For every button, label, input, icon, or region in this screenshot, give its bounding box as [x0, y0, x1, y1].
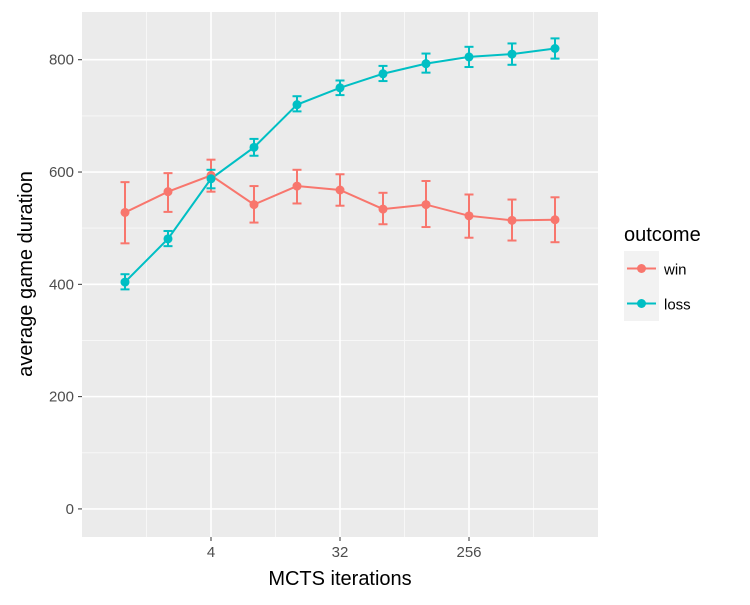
legend-title: outcome	[624, 224, 701, 246]
legend-key-point-win	[637, 264, 646, 273]
x-axis-title: MCTS iterations	[268, 568, 411, 590]
y-axis: 0 200 400 600 800	[49, 52, 82, 518]
data-point-win	[163, 187, 173, 197]
data-point-win	[335, 185, 345, 195]
data-point-loss	[464, 52, 474, 62]
data-point-win	[249, 200, 259, 210]
data-point-win	[378, 204, 388, 214]
data-point-win	[292, 181, 302, 191]
data-point-loss	[550, 43, 560, 53]
data-points	[120, 43, 560, 287]
data-point-loss	[163, 234, 173, 244]
y-tick-label: 400	[49, 276, 74, 293]
x-tick-label: 32	[332, 544, 349, 561]
y-tick-label: 200	[49, 389, 74, 406]
legend-key-point-loss	[637, 299, 646, 308]
legend: outcome win loss	[624, 224, 701, 321]
y-tick-label: 800	[49, 52, 74, 69]
data-point-loss	[206, 174, 216, 184]
data-point-loss	[292, 100, 302, 110]
legend-label-win: win	[663, 262, 687, 279]
x-axis: 4 32 256	[207, 537, 482, 561]
x-tick-label: 256	[456, 544, 481, 561]
data-point-loss	[378, 69, 388, 79]
y-axis-title: average game duration	[15, 171, 37, 377]
error-bars	[120, 37, 560, 291]
data-point-win	[550, 215, 560, 225]
data-point-win	[464, 211, 474, 221]
y-tick-label: 600	[49, 164, 74, 181]
y-tick-label: 0	[66, 501, 74, 518]
data-point-loss	[120, 277, 130, 287]
x-tick-label: 4	[207, 544, 215, 561]
legend-label-loss: loss	[664, 297, 691, 314]
data-point-win	[421, 200, 431, 210]
data-point-loss	[249, 142, 259, 152]
data-point-loss	[335, 83, 345, 93]
major-gridlines	[82, 12, 598, 537]
data-point-loss	[507, 49, 517, 59]
data-point-win	[507, 215, 517, 225]
data-point-win	[120, 207, 130, 217]
data-point-loss	[421, 59, 431, 69]
